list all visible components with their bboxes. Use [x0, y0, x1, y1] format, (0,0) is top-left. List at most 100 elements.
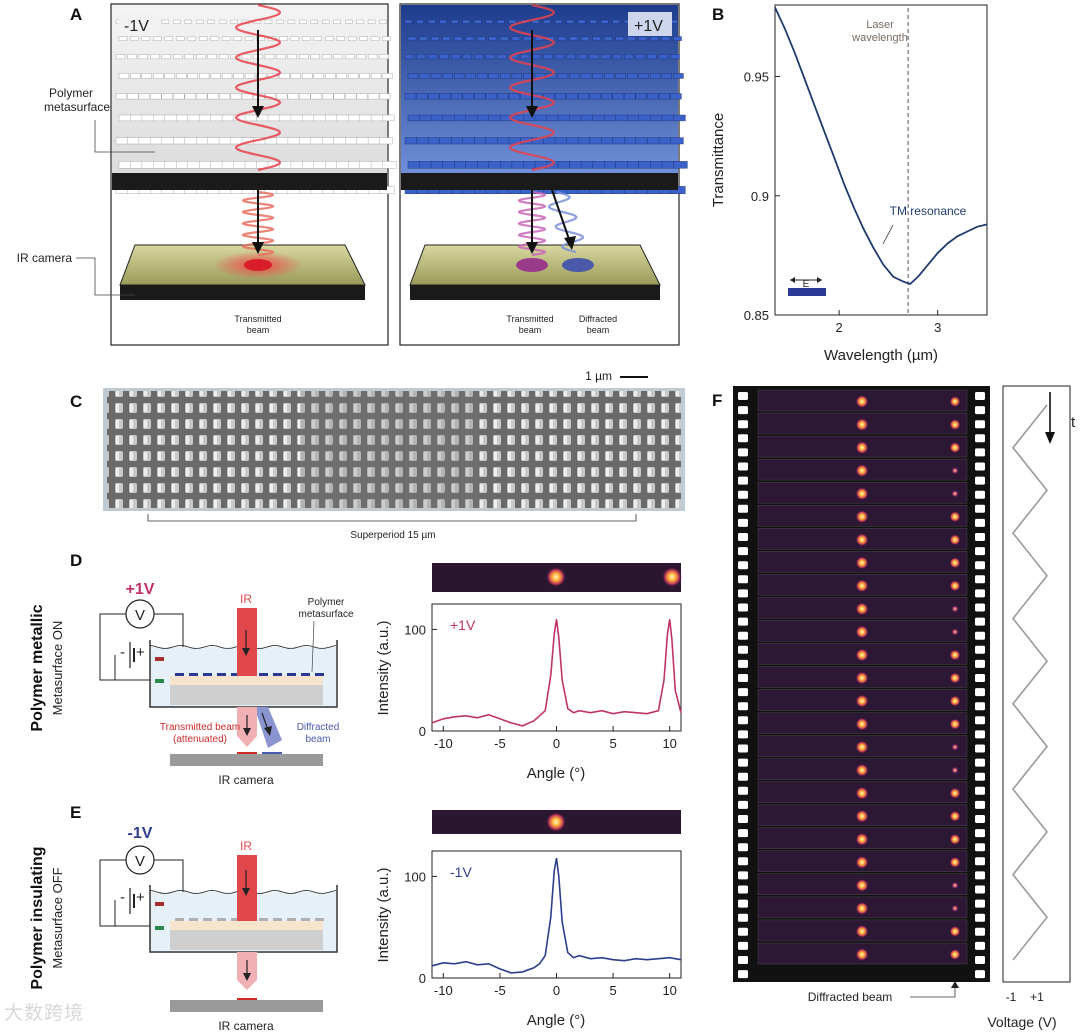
x-tick-label: 0: [553, 736, 560, 751]
e-field-arrow-right: [817, 277, 822, 283]
metasurface-pillar: [451, 137, 465, 145]
metasurface-pillar: [407, 36, 417, 41]
metasurface-pillar: [276, 19, 284, 24]
metasurface-pillar: [244, 73, 256, 79]
metasurface-pillar: [138, 93, 150, 100]
film-hole: [738, 518, 748, 527]
metasurface-pillar: [612, 19, 620, 24]
metasurface-pillar: [580, 36, 590, 41]
metasurface-pillar: [244, 114, 258, 122]
metasurface-pillar: [566, 93, 578, 100]
metasurface-pillar: [673, 114, 686, 122]
transmitted-spot: [855, 510, 869, 524]
metasurface-pillar: [184, 19, 193, 24]
film-hole: [975, 631, 985, 640]
substrate-slab-right: [401, 173, 678, 190]
metasurface-pillar: [566, 19, 574, 24]
film-hole: [975, 434, 985, 443]
diffracted-label-d: Diffracted: [297, 722, 340, 733]
transmitted-spot: [855, 533, 869, 547]
film-hole: [975, 857, 985, 866]
metasurface-pillar: [485, 54, 495, 60]
metasurface-pillar: [566, 137, 580, 145]
diffracted-spot: [949, 949, 961, 960]
film-hole: [975, 688, 985, 697]
ir-label-d: IR: [240, 592, 252, 606]
film-hole: [975, 744, 985, 753]
metasurface-dash: [203, 673, 212, 676]
metasurface-dash: [273, 673, 282, 676]
metasurface-pillar: [370, 36, 380, 41]
film-hole: [975, 786, 985, 795]
metasurface-pillar: [221, 73, 233, 79]
film-hole: [738, 758, 748, 767]
metasurface-pillar: [336, 36, 345, 41]
battery-plus-e: +: [136, 889, 145, 906]
metasurface-pillar: [627, 73, 638, 79]
metasurface-pillar: [367, 93, 380, 100]
polymer-metasurface-d2: metasurface: [298, 609, 353, 620]
film-hole: [738, 406, 748, 415]
x-tick-label: -5: [494, 736, 506, 751]
metasurface-pillar: [523, 73, 534, 79]
film-hole: [738, 617, 748, 626]
panel-d-setup: +1V V - + IR Transmitted beam (attenuate…: [99, 581, 354, 787]
metasurface-pillar: [497, 19, 505, 24]
metasurface-pillar: [345, 93, 357, 100]
metasurface-pillar: [333, 19, 341, 24]
metasurface-pillar: [141, 36, 151, 41]
film-hole: [975, 533, 985, 541]
metasurface-pillar: [279, 114, 292, 122]
panel-f-label: F: [712, 391, 722, 410]
metasurface-pillar: [359, 114, 372, 122]
transmitted-spot: [855, 395, 869, 408]
helix-wave: [234, 3, 282, 172]
metasurface-pillar: [462, 93, 474, 100]
y-tick-label: 100: [404, 622, 426, 637]
metasurface-pillar: [173, 93, 185, 100]
diffracted-spot: [951, 904, 959, 913]
metasurface-pillar: [118, 36, 128, 41]
metasurface-pillar: [601, 54, 611, 60]
film-hole: [738, 843, 748, 852]
substrate-e: [170, 930, 323, 950]
metasurface-pillar: [333, 137, 347, 145]
film-hole: [975, 589, 985, 598]
ir-camera-label-d: IR camera: [218, 773, 274, 787]
metasurface-pillar: [233, 73, 244, 79]
metasurface-pillar: [592, 114, 605, 122]
metasurface-pillar: [230, 54, 240, 60]
metasurface-pillar: [543, 137, 557, 145]
metasurface-pillar: [164, 36, 174, 41]
metasurface-pillar: [290, 114, 303, 122]
metasurface-pillar: [276, 93, 288, 100]
metasurface-pillar: [290, 36, 300, 41]
metasurface-pillar: [451, 54, 461, 60]
metasurface-pillar: [488, 36, 497, 41]
panel-e-side-title: Polymer insulating: [29, 846, 46, 989]
metasurface-dash: [189, 673, 198, 676]
film-hole: [738, 589, 748, 598]
intensity-curve-on: [431, 619, 682, 727]
metasurface-pillar: [161, 54, 172, 60]
ir-camera-right: [409, 244, 661, 300]
metasurface-pillar: [627, 114, 640, 122]
metasurface-dash: [259, 673, 268, 676]
diffracted-spot: [951, 466, 959, 475]
white-pillar-rows: [115, 19, 397, 194]
metasurface-pillar: [279, 36, 288, 41]
film-hole: [738, 829, 748, 838]
diffracted-spot: [951, 604, 959, 613]
film-hole: [738, 392, 748, 400]
metasurface-pillar: [661, 114, 675, 122]
metasurface-pillar: [442, 36, 451, 41]
metasurface-pillar: [379, 54, 389, 60]
helix-wave: [241, 190, 275, 257]
film-hole: [975, 829, 985, 838]
diffracted-spot: [949, 810, 961, 822]
metasurface-pillar: [485, 93, 497, 100]
metasurface-pillar: [601, 93, 613, 100]
metasurface-pillar: [465, 114, 478, 122]
metasurface-pillar: [661, 36, 671, 41]
